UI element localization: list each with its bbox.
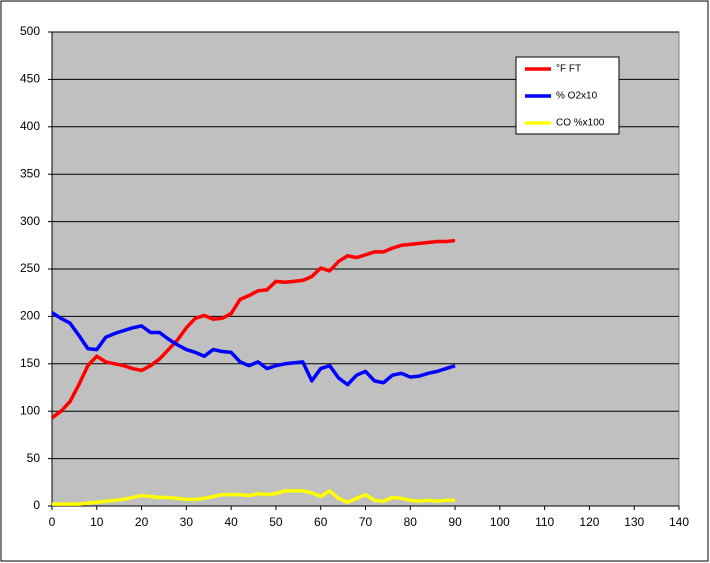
legend-label: % O2x10 (556, 91, 598, 102)
data-line (52, 489, 456, 506)
x-tick-label: 70 (359, 515, 373, 529)
x-tick-label: 40 (224, 515, 238, 529)
x-tick-label: 140 (669, 515, 689, 529)
legend-label: °F FT (556, 64, 581, 75)
y-tick-label: 200 (20, 309, 40, 323)
data-line (50, 238, 456, 420)
x-tick-label: 30 (180, 515, 194, 529)
y-tick-label: 150 (20, 356, 40, 370)
y-tick-label: 100 (20, 403, 40, 417)
x-tick-label: 100 (490, 515, 510, 529)
y-tick-label: 400 (20, 119, 40, 133)
y-tick-label: 350 (20, 166, 40, 180)
x-tick-label: 0 (49, 515, 56, 529)
y-tick-label: 250 (20, 261, 40, 275)
x-tick-label: 10 (90, 515, 104, 529)
x-tick-label: 120 (579, 515, 599, 529)
legend-label: CO %x100 (556, 118, 605, 129)
legend: °F FT % O2x10 CO %x100 (515, 56, 620, 135)
x-tick-label: 110 (535, 515, 554, 529)
data-line (51, 311, 456, 387)
y-tick-label: 450 (20, 72, 40, 86)
y-tick-label: 300 (20, 214, 40, 228)
x-tick-label: 50 (269, 515, 283, 529)
x-tick-label: 130 (624, 515, 644, 529)
y-tick-label: 50 (27, 451, 41, 465)
y-tick-label: 500 (20, 24, 40, 38)
x-tick-label: 90 (448, 515, 462, 529)
x-tick-label: 80 (404, 515, 418, 529)
x-tick-label: 60 (314, 515, 328, 529)
y-tick-label: 0 (33, 498, 40, 512)
x-tick-label: 20 (135, 515, 149, 529)
